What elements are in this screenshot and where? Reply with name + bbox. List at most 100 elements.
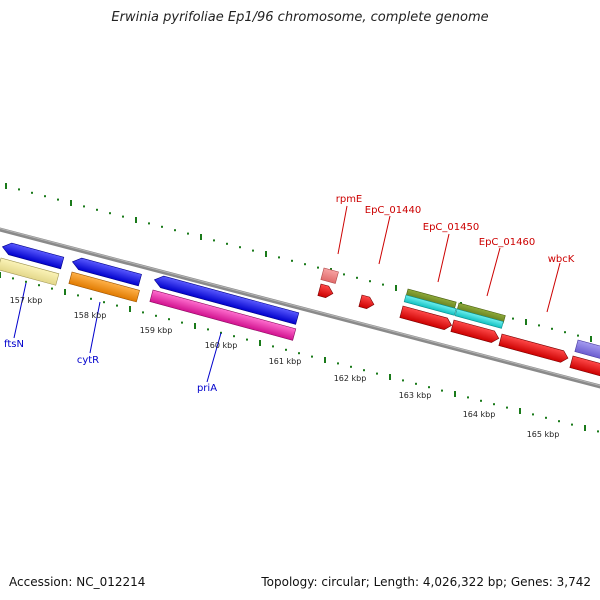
upper-minor-tick	[213, 239, 215, 242]
gene-label-EpC_01440[interactable]: EpC_01440	[365, 205, 421, 216]
gene-label-priA[interactable]: priA	[197, 383, 217, 394]
gene-rpmE-block[interactable]	[320, 267, 339, 284]
lower-major-tick	[0, 272, 1, 278]
lower-major-tick	[64, 289, 66, 295]
gene-label-EpC_01450[interactable]: EpC_01450	[423, 222, 479, 233]
upper-minor-tick	[187, 232, 189, 235]
lower-minor-tick	[597, 430, 599, 433]
gene-priA-arrow[interactable]	[153, 274, 300, 325]
gene-EpC_01440-red[interactable]	[399, 305, 453, 331]
sequence-backbone	[0, 227, 600, 389]
gene-pink-block[interactable]	[149, 289, 297, 341]
lower-minor-tick	[38, 284, 40, 287]
lower-minor-tick	[480, 399, 482, 402]
gene-EpC_01450-cyan-a[interactable]	[403, 294, 457, 316]
gene-label-cytR[interactable]: cytR	[77, 355, 99, 366]
tick-label-163: 163 kbp	[399, 391, 432, 400]
tick-label-161: 161 kbp	[269, 357, 302, 366]
lower-minor-tick	[285, 348, 287, 351]
upper-minor-tick	[317, 266, 319, 269]
upper-minor-tick	[382, 283, 384, 286]
upper-minor-tick	[148, 222, 150, 225]
upper-minor-tick	[122, 215, 124, 218]
upper-minor-tick	[278, 256, 280, 259]
lower-minor-tick	[246, 338, 248, 341]
lower-major-tick	[519, 408, 521, 414]
lower-minor-tick	[350, 365, 352, 368]
gene-EpC_01450-olive-b[interactable]	[456, 302, 506, 324]
upper-minor-tick	[44, 195, 46, 198]
upper-major-tick	[525, 319, 527, 325]
gene-red-edge[interactable]	[569, 355, 600, 377]
tick-label-160: 160 kbp	[205, 341, 238, 350]
lower-minor-tick	[428, 386, 430, 389]
lower-major-tick	[454, 391, 456, 397]
upper-major-tick	[135, 217, 137, 223]
gene-cytR-arrow[interactable]	[71, 256, 142, 287]
upper-minor-tick	[18, 188, 20, 191]
lower-minor-tick	[311, 355, 313, 358]
gene-label-ftsN[interactable]: ftsN	[4, 339, 24, 350]
upper-tick-rail	[5, 183, 592, 342]
lower-minor-tick	[272, 345, 274, 348]
gene-wbcK-red[interactable]	[498, 333, 570, 364]
upper-minor-tick	[356, 276, 358, 279]
upper-minor-tick	[304, 263, 306, 266]
upper-minor-tick	[291, 259, 293, 262]
lower-major-tick	[259, 340, 261, 346]
gene-wbcK-purple[interactable]	[574, 339, 600, 360]
upper-major-tick	[395, 285, 397, 291]
lower-minor-tick	[233, 335, 235, 338]
gene-red-small-a[interactable]	[317, 283, 335, 299]
gene-EpC_01460-red[interactable]	[450, 319, 500, 344]
upper-minor-tick	[252, 249, 254, 252]
gene-EpC_01450-cyan-b[interactable]	[454, 308, 504, 329]
gene-label-EpC_01460[interactable]: EpC_01460	[479, 237, 535, 248]
lower-minor-tick	[467, 396, 469, 399]
lower-minor-tick	[142, 311, 144, 314]
lower-minor-tick	[402, 379, 404, 382]
gene-yellow-block[interactable]	[0, 257, 60, 286]
lower-minor-tick	[116, 304, 118, 307]
upper-minor-tick	[512, 317, 514, 320]
sequence-backbone-highlight	[0, 228, 600, 386]
upper-major-tick	[5, 183, 7, 189]
gene-red-small-b[interactable]	[358, 294, 376, 310]
gene-ftsN-arrow[interactable]	[1, 241, 65, 270]
label-leaders	[13, 205, 561, 383]
tick-label-158: 158 kbp	[74, 311, 107, 320]
upper-minor-tick	[109, 212, 111, 215]
tick-label-157: 157 kbp	[10, 296, 43, 305]
upper-major-tick	[265, 251, 267, 257]
upper-minor-tick	[577, 334, 579, 337]
lower-minor-tick	[376, 372, 378, 375]
lower-major-tick	[129, 306, 131, 312]
lower-minor-tick	[363, 369, 365, 372]
lower-minor-tick	[51, 287, 53, 290]
accession-text: Accession: NC_012214	[9, 575, 146, 589]
upper-minor-tick	[564, 331, 566, 334]
gene-label-wbcK[interactable]: wbcK	[548, 254, 575, 265]
upper-minor-tick	[31, 191, 33, 194]
gene-orange-block[interactable]	[68, 271, 140, 303]
upper-minor-tick	[239, 246, 241, 249]
lower-minor-tick	[181, 321, 183, 324]
upper-major-tick	[200, 234, 202, 240]
upper-minor-tick	[369, 280, 371, 283]
map-title: Erwinia pyrifoliae Ep1/96 chromosome, co…	[111, 10, 489, 25]
upper-minor-tick	[226, 242, 228, 245]
upper-minor-tick	[551, 327, 553, 330]
lower-minor-tick	[558, 420, 560, 423]
upper-minor-tick	[174, 229, 176, 232]
lower-minor-tick	[571, 423, 573, 426]
lower-minor-tick	[545, 416, 547, 419]
lower-minor-tick	[90, 297, 92, 300]
lower-minor-tick	[103, 301, 105, 304]
gene-label-rpmE[interactable]: rpmE	[336, 194, 363, 205]
lower-minor-tick	[441, 389, 443, 392]
lower-minor-tick	[207, 328, 209, 331]
upper-minor-tick	[57, 198, 59, 201]
lower-minor-tick	[493, 403, 495, 406]
lower-minor-tick	[25, 280, 27, 283]
lower-major-tick	[389, 374, 391, 380]
